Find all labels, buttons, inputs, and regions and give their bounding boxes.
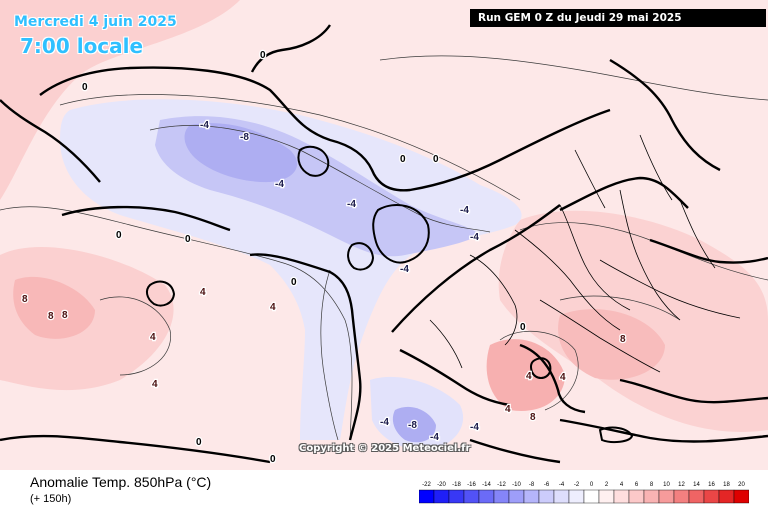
anomaly-center-label: 4 xyxy=(270,302,276,313)
anomaly-center-label: -4 xyxy=(430,432,439,443)
legend-tick-label: 20 xyxy=(738,482,745,488)
legend-swatch xyxy=(658,489,675,504)
anomaly-center-label: 4 xyxy=(152,379,158,390)
anomaly-center-label: -4 xyxy=(460,205,469,216)
legend-swatch xyxy=(478,489,495,504)
legend-tick-label: -12 xyxy=(497,482,506,488)
legend-tick-label: -16 xyxy=(467,482,476,488)
legend-tick-label: 18 xyxy=(723,482,730,488)
legend-swatch xyxy=(688,489,705,504)
legend-swatch xyxy=(643,489,660,504)
legend-swatch xyxy=(568,489,585,504)
anomaly-center-label: -8 xyxy=(240,132,249,143)
anomaly-center-label: 4 xyxy=(150,332,156,343)
legend-swatch xyxy=(673,489,690,504)
legend-tick-label: -20 xyxy=(437,482,446,488)
anomaly-center-label: 0 xyxy=(185,234,191,245)
anomaly-center-label: 0 xyxy=(291,277,297,288)
legend-swatch xyxy=(538,489,555,504)
legend-tick-label: 16 xyxy=(708,482,715,488)
legend-swatch xyxy=(463,489,480,504)
variable-title: Anomalie Temp. 850hPa (°C) xyxy=(30,474,212,490)
legend-tick-label: -18 xyxy=(452,482,461,488)
anomaly-center-label: 0 xyxy=(400,154,406,165)
anomaly-center-label: 0 xyxy=(260,50,266,61)
anomaly-center-label: 0 xyxy=(520,322,526,333)
legend-tick-label: 6 xyxy=(635,482,639,488)
legend-swatch xyxy=(553,489,570,504)
legend-tick-label: -10 xyxy=(512,482,521,488)
legend-tick-label: 14 xyxy=(693,482,700,488)
legend-tick-label: 12 xyxy=(678,482,685,488)
anomaly-center-label: 0 xyxy=(270,454,276,465)
legend-tick-label: 10 xyxy=(663,482,670,488)
coastlines xyxy=(0,24,768,464)
anomaly-center-label: 4 xyxy=(505,404,511,415)
anomaly-center-label: -4 xyxy=(275,179,284,190)
legend-swatch xyxy=(628,489,645,504)
legend-swatch xyxy=(448,489,465,504)
legend-swatch xyxy=(508,489,525,504)
legend-tick-label: 0 xyxy=(590,482,594,488)
legend-swatch xyxy=(583,489,600,504)
legend-swatch xyxy=(613,489,630,504)
islands-outline xyxy=(145,145,634,444)
anomaly-center-label: 8 xyxy=(530,412,536,423)
copyright-label: Copyright © 2025 Meteociel.fr xyxy=(299,443,471,454)
legend-tick-label: -8 xyxy=(529,482,535,488)
anomaly-shading xyxy=(0,0,768,470)
legend-swatch xyxy=(419,489,435,504)
anomaly-center-label: 0 xyxy=(196,437,202,448)
legend-swatch xyxy=(598,489,615,504)
legend-swatch xyxy=(523,489,540,504)
legend-tick-label: -4 xyxy=(559,482,565,488)
anomaly-center-label: 8 xyxy=(62,310,68,321)
legend-tick-label: -14 xyxy=(482,482,491,488)
anomaly-center-label: -4 xyxy=(470,422,479,433)
anomaly-center-label: -4 xyxy=(200,120,209,131)
anomaly-center-label: 0 xyxy=(82,82,88,93)
anomaly-center-label: 8 xyxy=(620,334,626,345)
lead-time-label: (+ 150h) xyxy=(30,493,72,505)
anomaly-center-label: -4 xyxy=(470,232,479,243)
legend-swatch xyxy=(733,489,749,504)
legend-swatch xyxy=(493,489,510,504)
legend-tick-label: 2 xyxy=(605,482,609,488)
valid-time-label: 7:00 locale xyxy=(20,34,144,58)
run-info-banner: Run GEM 0 Z du Jeudi 29 mai 2025 xyxy=(470,9,766,27)
country-borders xyxy=(429,134,741,373)
anomaly-center-label: -4 xyxy=(347,199,356,210)
anomaly-center-label: 0 xyxy=(433,154,439,165)
legend-tick-label: -22 xyxy=(422,482,431,488)
anomaly-center-label: -4 xyxy=(400,264,409,275)
legend-swatch xyxy=(703,489,720,504)
anomaly-center-label: 4 xyxy=(526,371,532,382)
anomaly-center-label: -4 xyxy=(380,417,389,428)
legend-tick-label: -2 xyxy=(574,482,580,488)
anomaly-center-label: 0 xyxy=(116,230,122,241)
anomaly-center-label: 8 xyxy=(48,311,54,322)
legend-tick-label: -6 xyxy=(544,482,550,488)
map-footer: Anomalie Temp. 850hPa (°C) (+ 150h) -22-… xyxy=(0,470,768,512)
legend-swatch xyxy=(433,489,450,504)
legend-tick-label: 4 xyxy=(620,482,624,488)
anomaly-center-label: -8 xyxy=(408,420,417,431)
legend-tick-label: 8 xyxy=(650,482,654,488)
color-scale-legend: -22 -20 -18 -16 -14 -12 -10 -8 -6 -4 -2 0 2 4 6 8 10 12 14… xyxy=(419,482,749,504)
anomaly-center-label: 8 xyxy=(22,294,28,305)
anomaly-center-label: 4 xyxy=(560,372,566,383)
anomaly-center-label: 4 xyxy=(200,287,206,298)
valid-date-label: Mercredi 4 juin 2025 xyxy=(14,14,177,30)
legend-swatch xyxy=(718,489,735,504)
